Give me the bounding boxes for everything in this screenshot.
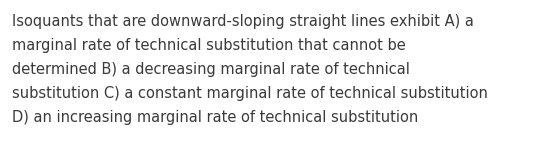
Text: determined B) a decreasing marginal rate of technical: determined B) a decreasing marginal rate… <box>12 62 410 77</box>
Text: D) an increasing marginal rate of technical substitution: D) an increasing marginal rate of techni… <box>12 110 418 125</box>
Text: Isoquants that are downward-sloping straight lines exhibit A) a: Isoquants that are downward-sloping stra… <box>12 14 474 29</box>
Text: marginal rate of technical substitution that cannot be: marginal rate of technical substitution … <box>12 38 406 53</box>
Text: substitution C) a constant marginal rate of technical substitution: substitution C) a constant marginal rate… <box>12 86 488 101</box>
